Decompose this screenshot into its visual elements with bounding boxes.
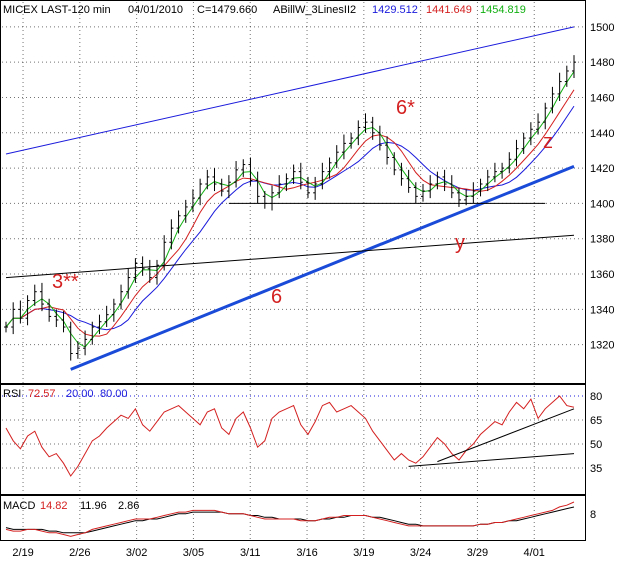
macd-line [5, 501, 575, 537]
header-date: 04/01/2010 [128, 4, 183, 16]
annotation-6-star: 6* [396, 97, 415, 119]
header-ma-fast-value: 1454.819 [480, 4, 526, 16]
rsi-y-tick-label: 50 [590, 439, 602, 451]
price-y-tick-label: 1360 [590, 269, 614, 281]
price-y-tick-label: 1380 [590, 234, 614, 246]
x-tick-label: 2/26 [69, 547, 90, 559]
macd-value: 14.82 [40, 500, 68, 512]
x-tick-label: 3/05 [183, 547, 204, 559]
rsi-panel [0, 384, 586, 495]
macd-panel [0, 495, 586, 541]
annotation-3-double-star: 3** [52, 271, 79, 293]
rsi-value: 72.57 [28, 388, 56, 400]
trendline-6 [70, 164, 575, 371]
rsi-title: RSI [3, 388, 21, 400]
x-tick-label: 3/29 [467, 547, 488, 559]
trendline-3-double-star [5, 234, 575, 279]
price-y-tick-label: 1340 [590, 304, 614, 316]
rsi-level-low: 20.00 [66, 388, 94, 400]
rsi-y-tick-label: 65 [590, 415, 602, 427]
axis-layer: 2/19 2/26 3/02 3/05 3/11 3/16 3/19 3/24 3/29 4/01… [12, 22, 614, 559]
price-panel [0, 0, 586, 384]
annotation-6: 6 [271, 286, 282, 308]
macd-histogram-value: 2.86 [118, 500, 139, 512]
annotation-z: z [543, 131, 553, 153]
x-tick-label: 3/11 [240, 547, 261, 559]
grid-layer [2, 2, 585, 540]
rsi-y-tick-label: 80 [590, 391, 602, 403]
x-tick-label: 3/24 [410, 547, 431, 559]
ma-slow-line [5, 105, 575, 331]
rsi-trend-2 [437, 408, 575, 463]
macd-title: MACD [3, 500, 35, 512]
price-y-tick-label: 1480 [590, 57, 614, 69]
trendline-6-star [5, 26, 575, 155]
price-y-tick-label: 1400 [590, 198, 614, 210]
marks-layer [4, 26, 576, 537]
price-y-tick-label: 1460 [590, 92, 614, 104]
x-tick-label: 3/16 [296, 547, 317, 559]
rsi-trend-1 [408, 453, 575, 467]
x-tick-label: 2/19 [12, 547, 33, 559]
chart-title: MICEX LAST-120 min [3, 4, 111, 16]
macd-signal-value: 11.96 [80, 500, 107, 512]
rsi-line [5, 395, 575, 477]
annotation-y: y [455, 232, 465, 254]
header-indicator: ABillW_3LinesII2 [273, 4, 356, 16]
rsi-level-high: 80.00 [100, 388, 128, 400]
rsi-y-tick-label: 35 [590, 463, 602, 475]
price-y-tick-label: 1420 [590, 163, 614, 175]
macd-y-tick-label: 8 [590, 509, 596, 521]
header-ma-mid-value: 1441.649 [426, 4, 472, 16]
x-tick-label: 3/02 [126, 547, 147, 559]
x-tick-label: 4/01 [524, 547, 545, 559]
price-y-tick-label: 1500 [590, 22, 614, 34]
price-y-tick-label: 1440 [590, 128, 614, 140]
x-tick-label: 3/19 [353, 547, 374, 559]
header-ma-slow-value: 1429.512 [372, 4, 418, 16]
price-y-tick-label: 1320 [590, 340, 614, 352]
header-close: C=1479.660 [197, 4, 257, 16]
